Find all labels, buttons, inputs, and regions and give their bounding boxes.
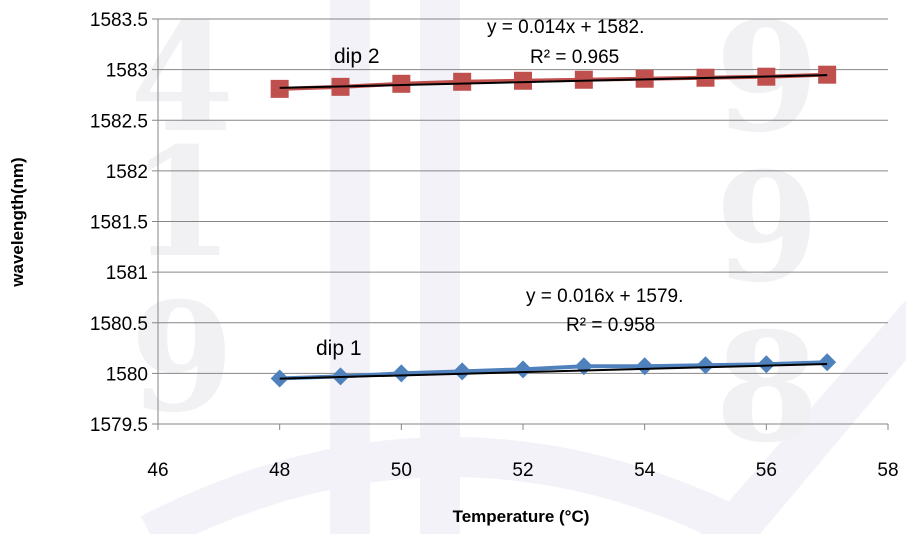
watermark-digit: 8 [715, 300, 819, 476]
data-point [818, 65, 837, 84]
data-point [574, 357, 593, 376]
axes [152, 18, 889, 430]
x-tick-label: 50 [391, 460, 412, 481]
series-label-dip-1: dip 1 [316, 337, 362, 360]
y-axis-title: wavelength(nm) [8, 157, 27, 287]
watermark-digit: 1 [130, 115, 234, 291]
trendline [279, 363, 828, 380]
x-axis-title: Temperature (°C) [453, 507, 590, 526]
y-tick-label: 1583 [106, 61, 148, 82]
y-tick-label: 1583.5 [90, 10, 148, 31]
x-tick-label: 58 [877, 460, 898, 481]
watermark-slash [700, 300, 906, 534]
y-tick-label: 1579.5 [90, 415, 148, 436]
watermark-arc [140, 437, 760, 534]
data-point [270, 79, 289, 98]
series-dip-2 [270, 65, 837, 98]
x-tick-label: 54 [634, 460, 656, 481]
y-tick-label: 1580 [106, 364, 148, 385]
tick-labels: 1579.5 1580 1580.5 1581 1581.5 1582 1582.5 1583… [90, 10, 899, 481]
watermark-digit: 9 [715, 140, 819, 316]
data-point [514, 71, 532, 90]
trend-equation-dip-1: y = 0.016x + 1579. [526, 286, 683, 307]
data-point [514, 360, 532, 379]
data-point [392, 74, 411, 93]
data-point [392, 364, 411, 383]
data-point [635, 357, 654, 376]
series-dip-1 [270, 353, 837, 388]
x-tick-label: 48 [269, 460, 290, 481]
x-tick-label: 56 [756, 460, 777, 481]
data-point [696, 356, 715, 375]
watermark-digit: 4 [130, 0, 234, 166]
trend-r2-dip-1: R² = 0.958 [566, 315, 655, 336]
y-tick-label: 1582.5 [90, 111, 148, 132]
y-tick-label: 1582 [106, 162, 148, 183]
series-layer [270, 65, 837, 388]
trendline [279, 74, 828, 89]
x-tick-label: 52 [512, 460, 533, 481]
data-point [453, 72, 472, 91]
data-point [453, 362, 472, 381]
data-point [574, 70, 593, 89]
trend-r2-dip-2: R² = 0.965 [530, 47, 619, 68]
y-tick-label: 1581 [106, 263, 148, 284]
watermark-digit: 9 [130, 270, 234, 446]
y-tick-label: 1580.5 [90, 314, 148, 335]
data-point [818, 353, 837, 372]
data-point [757, 355, 776, 374]
x-tick-label: 46 [147, 460, 168, 481]
y-tick-label: 1581.5 [90, 213, 148, 234]
series-line [279, 360, 828, 381]
series-label-dip-2: dip 2 [334, 45, 380, 68]
trend-equation-dip-2: y = 0.014x + 1582. [487, 17, 644, 38]
